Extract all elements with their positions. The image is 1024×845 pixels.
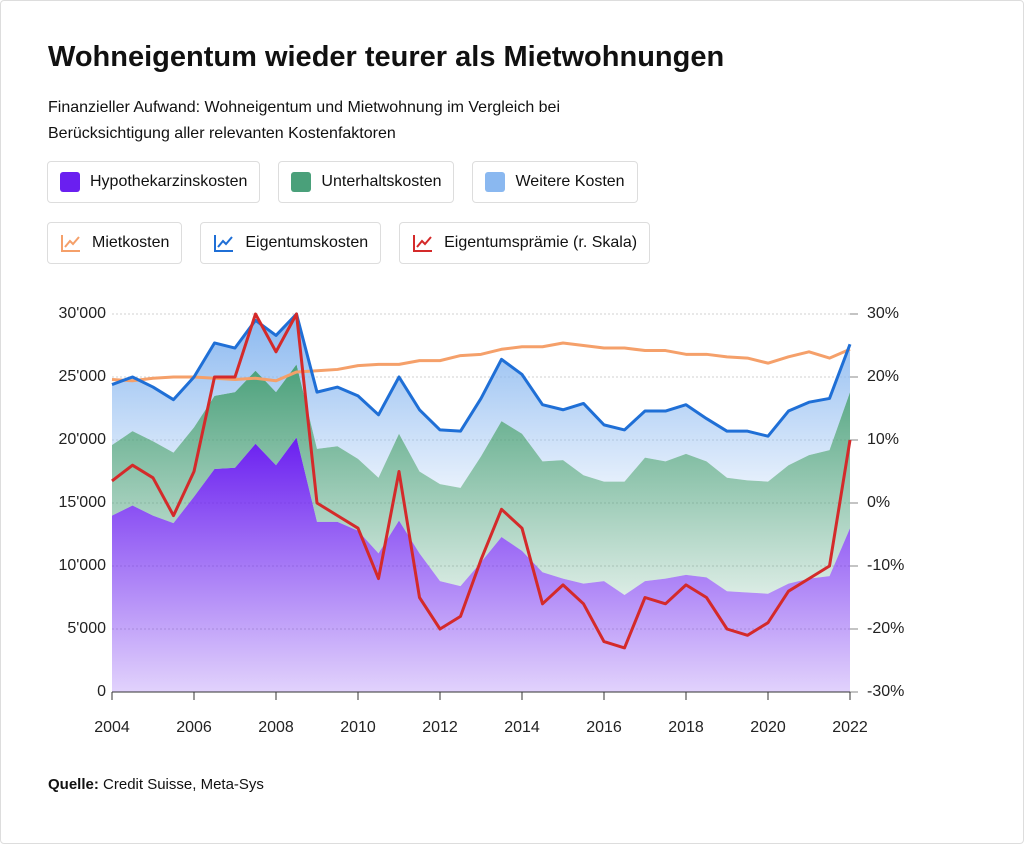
x-tick-label: 2008	[258, 719, 294, 736]
legend: Mietkosten Eigentumskosten Eigentumsprämie…	[47, 222, 651, 264]
legend-label: Eigentumsprämie (r. Skala)	[444, 234, 638, 251]
legend-item[interactable]: Hypothekarzinskosten	[47, 161, 261, 203]
legend-label: Mietkosten	[92, 234, 170, 251]
legend-icon	[485, 172, 506, 192]
y-tick-label: 15'000	[58, 494, 106, 511]
y2-tick-label: -20%	[867, 620, 904, 637]
y2-tick-label: -10%	[867, 557, 904, 574]
legend-icon	[413, 235, 433, 252]
x-tick-label: 2018	[668, 719, 704, 736]
x-tick-label: 2020	[750, 719, 786, 736]
y-tick-label: 30'000	[58, 305, 106, 322]
source-label: Quelle:	[48, 776, 99, 793]
y-tick-label: 10'000	[58, 557, 106, 574]
legend-icon	[291, 172, 312, 192]
legend-item[interactable]: Eigentumsprämie (r. Skala)	[399, 222, 651, 264]
y-tick-label: 0	[97, 683, 106, 700]
x-tick-label: 2004	[94, 719, 130, 736]
legend-item[interactable]: Mietkosten	[47, 222, 183, 264]
area	[112, 364, 850, 595]
x-tick-label: 2016	[586, 719, 622, 736]
legend-item[interactable]: Eigentumskosten	[200, 222, 382, 264]
legend-icon	[214, 235, 234, 252]
x-tick-label: 2014	[504, 719, 540, 736]
y-tick-label: 5'000	[67, 620, 106, 637]
y2-tick-label: -30%	[867, 683, 904, 700]
legend-icon	[60, 172, 80, 192]
line	[111, 312, 852, 438]
legend-item[interactable]: Unterhaltskosten	[278, 161, 455, 203]
x-tick-label: 2012	[422, 719, 458, 736]
y2-tick-label: 0%	[867, 494, 890, 511]
source-text: Credit Suisse, Meta-Sys	[103, 776, 264, 793]
legend: Hypothekarzinskosten Unterhaltskosten Weit…	[47, 161, 638, 203]
source: Quelle: Credit Suisse, Meta-Sys	[48, 776, 264, 793]
area	[112, 437, 850, 692]
legend-label: Eigentumskosten	[245, 234, 369, 251]
legend-label: Hypothekarzinskosten	[90, 173, 248, 190]
chart-title: Wohneigentum wieder teurer als Mietwohnu…	[48, 41, 725, 73]
y2-tick-label: 30%	[867, 305, 899, 322]
legend-icon	[61, 235, 80, 252]
y-tick-label: 20'000	[58, 431, 106, 448]
legend-label: Unterhaltskosten	[321, 173, 442, 190]
y-tick-label: 25'000	[58, 368, 106, 385]
x-tick-label: 2022	[832, 719, 868, 736]
y2-tick-label: 20%	[867, 368, 899, 385]
line	[111, 341, 851, 383]
line	[111, 312, 852, 650]
x-tick-label: 2010	[340, 719, 376, 736]
y2-tick-label: 10%	[867, 431, 899, 448]
x-tick-label: 2006	[176, 719, 212, 736]
legend-item[interactable]: Weitere Kosten	[472, 161, 638, 203]
legend-label: Weitere Kosten	[515, 173, 625, 190]
chart-subtitle: Finanzieller Aufwand: Wohneigentum und M…	[48, 99, 561, 142]
